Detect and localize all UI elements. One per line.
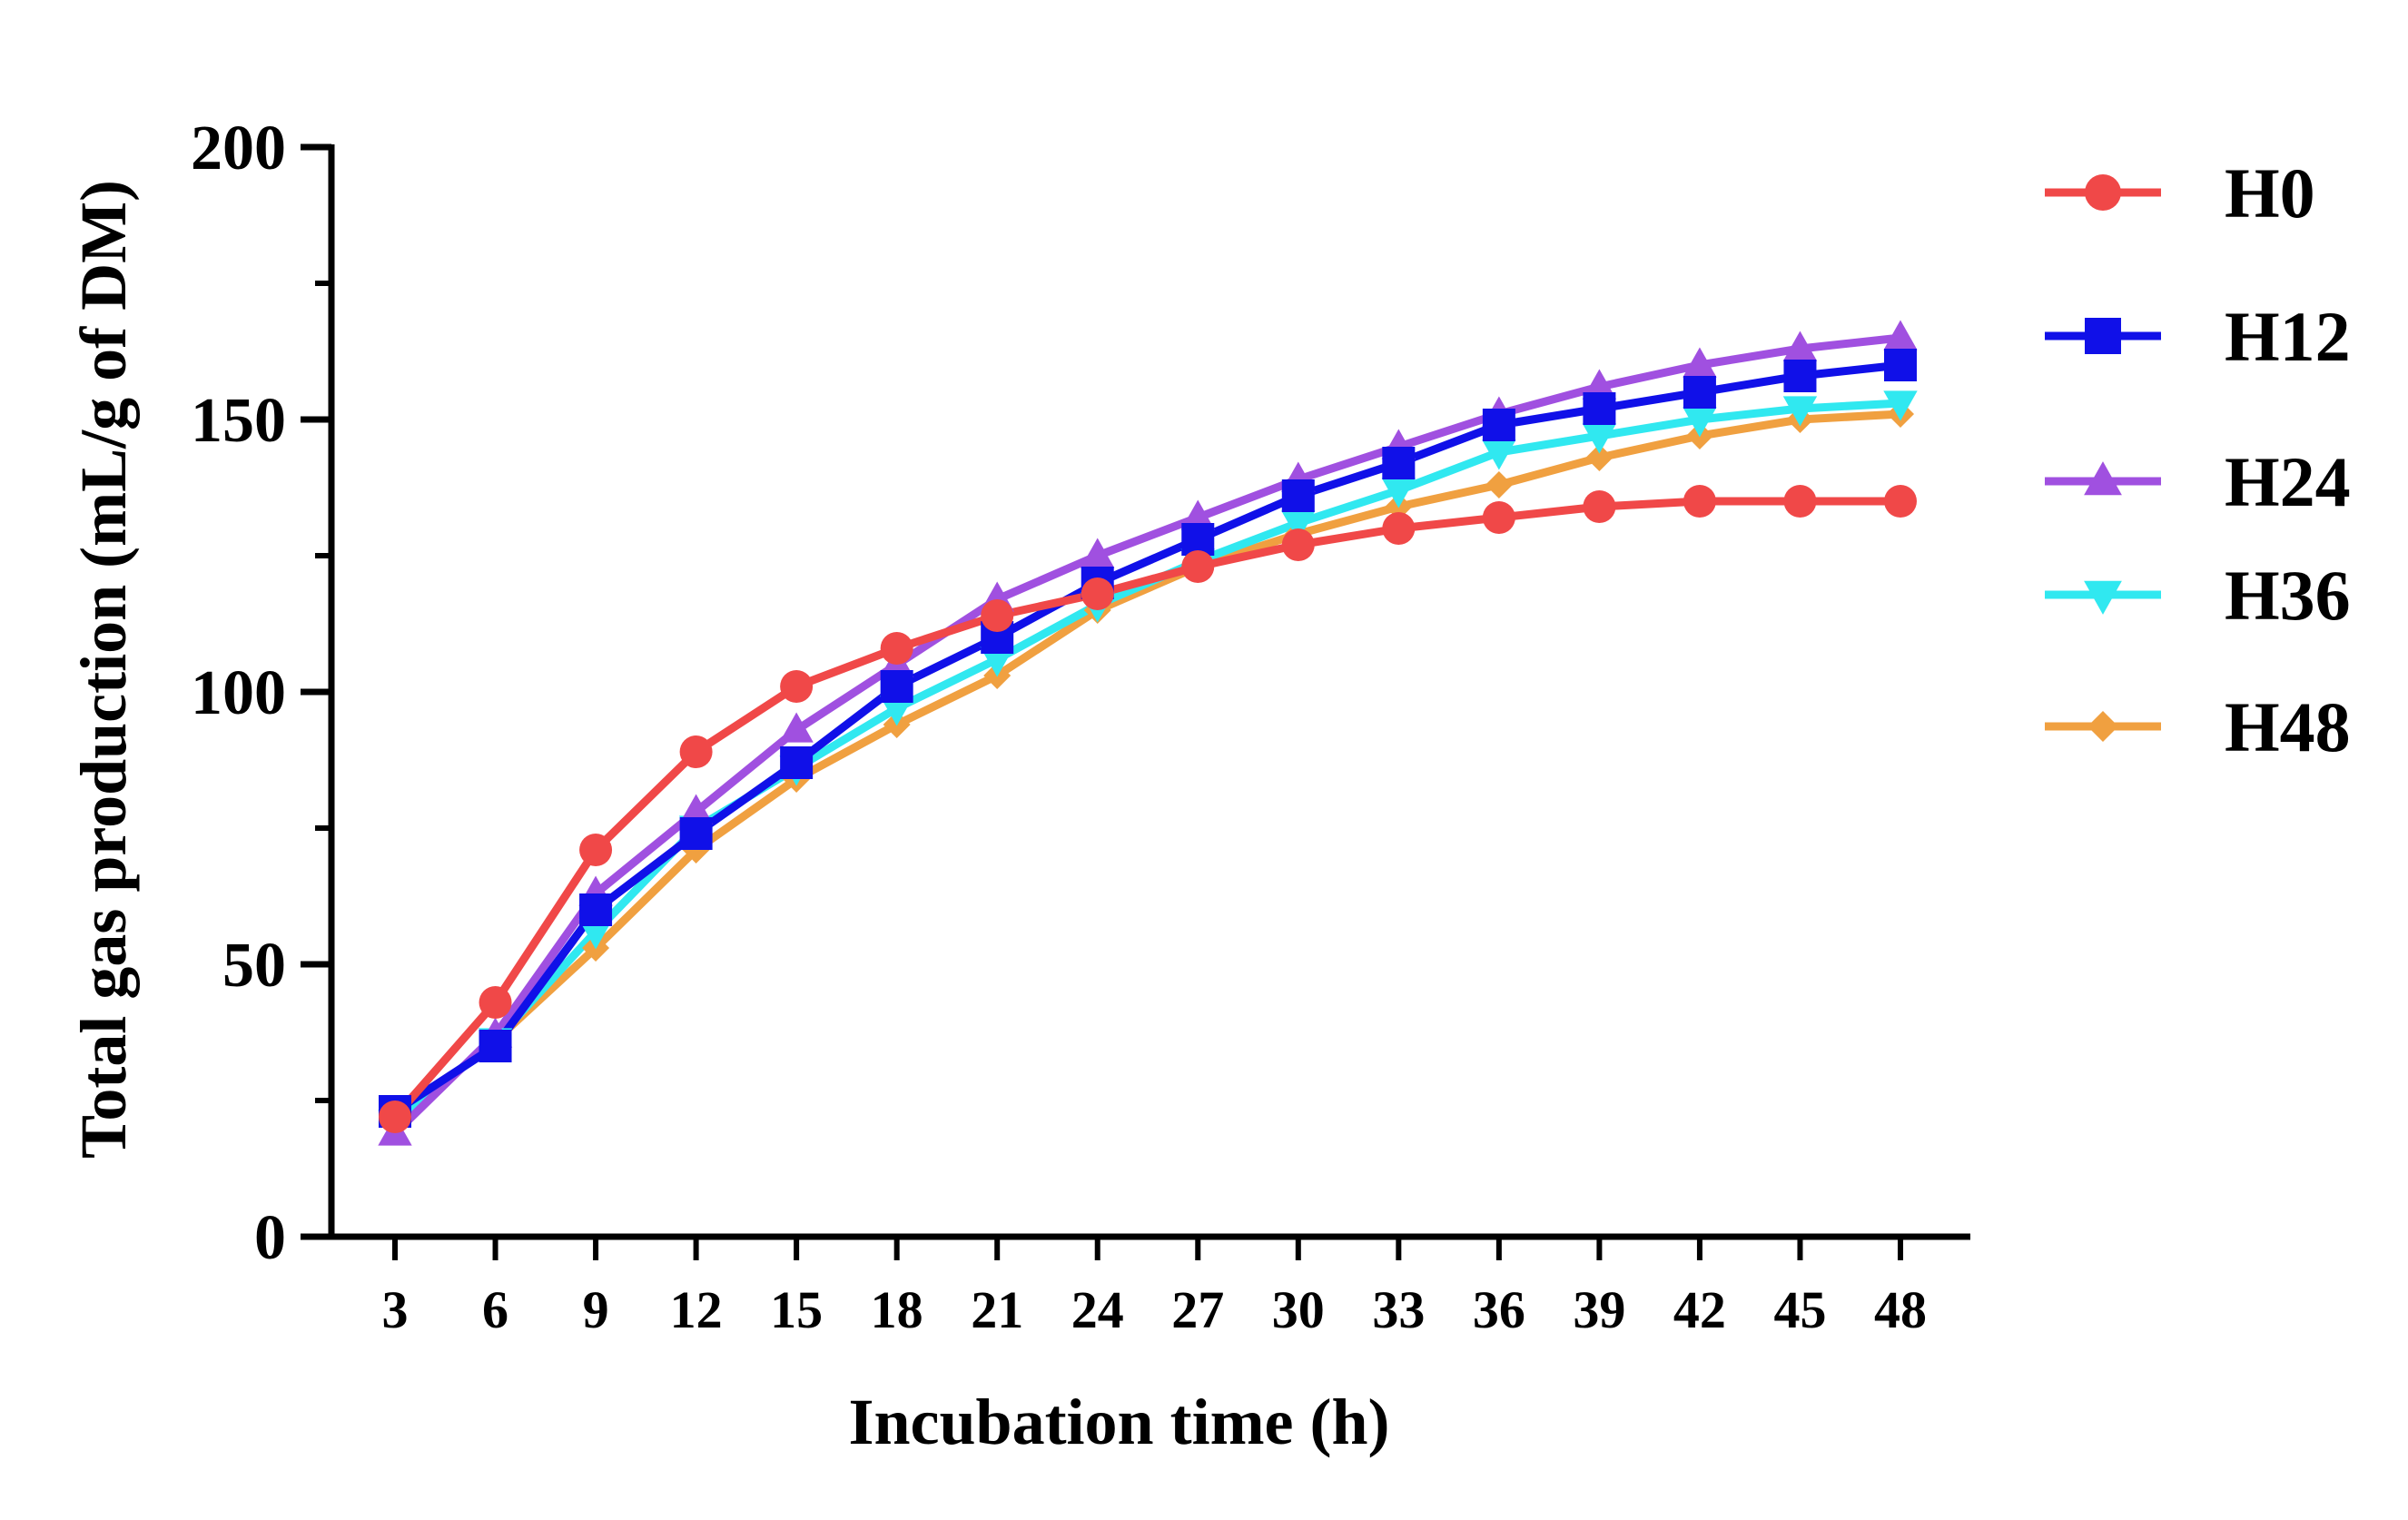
x-tick-label: 42	[1673, 1280, 1726, 1339]
data-point-h12	[1683, 376, 1716, 409]
legend-marker-h48	[2087, 711, 2118, 742]
legend-marker-h0	[2085, 174, 2121, 211]
data-point-h12	[880, 670, 913, 703]
data-point-h0	[1482, 501, 1515, 534]
series-lines	[390, 333, 1905, 1138]
data-point-h36	[1582, 423, 1617, 454]
data-point-h24	[1782, 331, 1818, 361]
data-point-h24	[779, 712, 814, 743]
data-point-h36	[879, 696, 914, 726]
data-point-h0	[1382, 512, 1416, 545]
x-tick-label: 48	[1874, 1280, 1927, 1339]
x-tick-label: 27	[1171, 1280, 1224, 1339]
series-line-h0	[390, 497, 1905, 1121]
x-tick-label: 30	[1272, 1280, 1325, 1339]
legend: H0 H12 H24 H36 H48	[2045, 153, 2351, 766]
x-tick-label: 39	[1573, 1280, 1625, 1339]
data-point-h12	[1783, 360, 1817, 392]
y-tick-label: 200	[191, 114, 286, 183]
data-point-h0	[981, 599, 1014, 632]
data-point-h12	[579, 893, 613, 926]
data-point-h24	[1081, 538, 1115, 568]
x-tick-label: 18	[871, 1280, 923, 1339]
data-point-h0	[880, 632, 913, 665]
data-point-h36	[1482, 439, 1516, 470]
data-point-h0	[1583, 490, 1616, 523]
y-tick-label: 100	[191, 658, 286, 728]
legend-label-h48: H48	[2225, 687, 2351, 766]
x-tick-label: 3	[382, 1280, 409, 1339]
legend-label-h36: H36	[2225, 556, 2351, 635]
data-point-h12	[1884, 349, 1917, 381]
data-point-h0	[1783, 485, 1817, 518]
x-tick-label: 36	[1473, 1280, 1525, 1339]
data-point-h24	[1582, 369, 1617, 400]
data-point-h0	[1281, 528, 1315, 561]
data-point-h0	[1884, 485, 1917, 518]
data-point-h24	[1180, 499, 1215, 530]
data-point-h0	[379, 1101, 411, 1133]
legend-marker-h36	[2084, 580, 2122, 615]
data-point-h36	[1281, 510, 1316, 541]
data-point-h12	[1281, 479, 1315, 512]
data-point-h0	[479, 986, 512, 1019]
data-point-h24	[1683, 347, 1717, 378]
data-point-h36	[1883, 390, 1918, 421]
data-point-h36	[1381, 478, 1416, 508]
x-tick-label: 12	[670, 1280, 723, 1339]
x-tick-label: 21	[971, 1280, 1023, 1339]
x-tick-label: 6	[482, 1280, 508, 1339]
data-point-h0	[1081, 577, 1114, 610]
series-markers	[378, 320, 1918, 1146]
data-point-h12	[780, 746, 814, 779]
data-point-h12	[679, 817, 713, 850]
data-point-h36	[578, 919, 613, 950]
series-line-h24	[390, 333, 1905, 1138]
y-axis-title: Total gas production (mL/g of DM)	[67, 180, 140, 1159]
x-tick-label: 33	[1372, 1280, 1425, 1339]
data-point-h12	[479, 1030, 512, 1062]
data-point-h24	[1883, 320, 1918, 350]
y-tick-label: 50	[222, 931, 286, 1001]
legend-label-h0: H0	[2225, 153, 2315, 232]
data-point-h24	[678, 794, 714, 824]
y-tick-label: 0	[254, 1203, 286, 1273]
data-point-h48	[1585, 444, 1614, 471]
series-line-h48	[390, 410, 1905, 1127]
data-point-h36	[1683, 407, 1717, 438]
data-point-h0	[1181, 550, 1215, 583]
data-point-h36	[1782, 396, 1818, 427]
data-point-h12	[1583, 392, 1616, 425]
x-tick-label: 45	[1773, 1280, 1826, 1339]
data-point-h0	[1683, 485, 1716, 518]
data-point-h12	[1482, 409, 1515, 441]
data-point-h0	[579, 834, 613, 866]
series-line-h12	[390, 360, 1905, 1116]
legend-marker-h24	[2084, 461, 2122, 496]
data-point-h12	[1382, 447, 1416, 479]
legend-label-h12: H12	[2225, 297, 2351, 376]
data-point-h0	[679, 735, 713, 768]
x-tick-label: 24	[1071, 1280, 1124, 1339]
x-tick-label: 9	[583, 1280, 609, 1339]
x-axis-title: Incubation time (h)	[848, 1386, 1389, 1458]
legend-marker-h12	[2085, 318, 2121, 354]
data-point-h0	[780, 670, 814, 703]
legend-label-h24: H24	[2225, 442, 2351, 521]
data-point-h48	[1485, 471, 1513, 498]
series-line-h36	[390, 399, 1905, 1127]
x-tick-label: 15	[770, 1280, 823, 1339]
y-tick-label: 150	[191, 386, 286, 456]
data-point-h36	[980, 646, 1014, 677]
